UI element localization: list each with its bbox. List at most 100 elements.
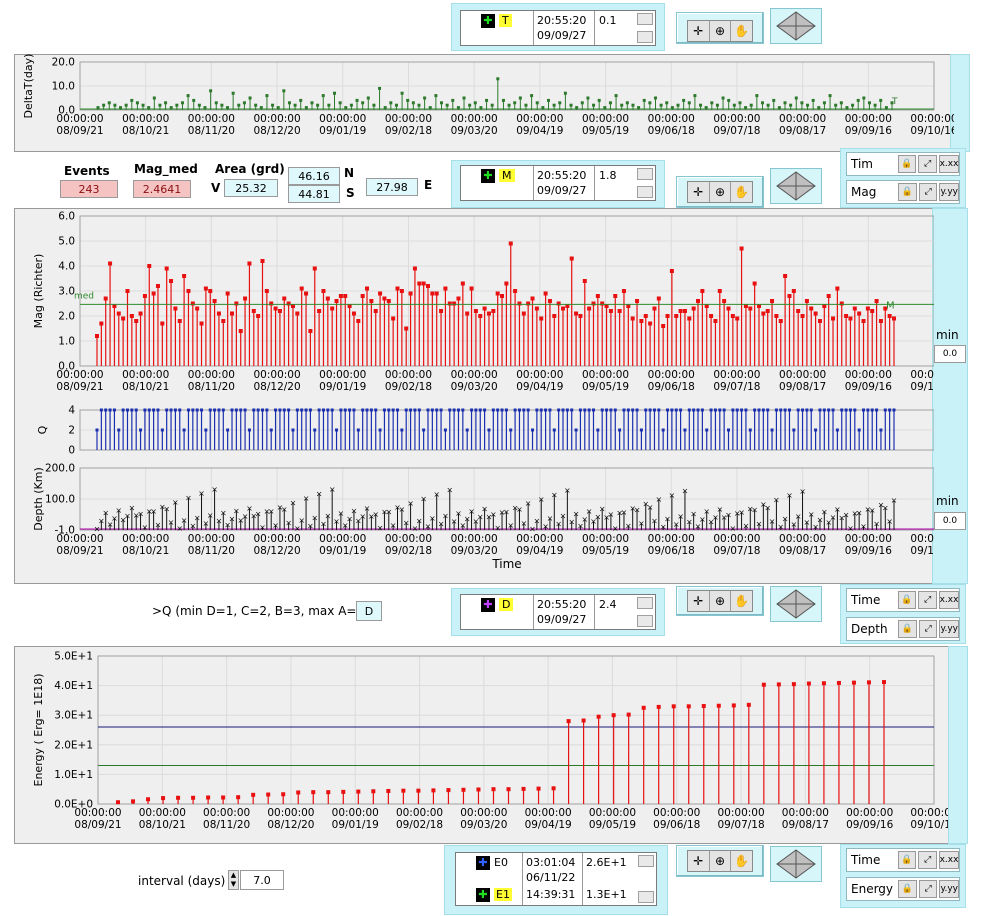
- data-point: [281, 792, 286, 797]
- cursor-date: 09/09/27: [537, 29, 587, 42]
- autoscale-icon[interactable]: ⤢: [918, 155, 938, 173]
- data-point: [840, 408, 844, 412]
- crosshair-icon[interactable]: ✛: [688, 591, 710, 611]
- data-point: [613, 408, 617, 412]
- cursor-color-swatch[interactable]: ✚: [481, 598, 495, 612]
- pan-hand-icon[interactable]: ✋: [734, 185, 750, 199]
- lock-icon[interactable]: 🔒: [897, 591, 917, 609]
- cursor-color-swatch[interactable]: ✚: [476, 856, 490, 870]
- scroll-up-button[interactable]: [637, 168, 653, 180]
- zoom-icon[interactable]: ⊕: [710, 591, 732, 611]
- autoscale-icon[interactable]: ⤢: [918, 620, 938, 638]
- cursor-legend-depth[interactable]: ✚ D 20:55:20 09/09/27 2.4: [460, 594, 656, 630]
- cursor-mover-depth[interactable]: [770, 586, 822, 622]
- x-tick-time: 00:00:00: [385, 369, 432, 381]
- cursor-mover-mag[interactable]: [770, 168, 822, 204]
- min-input-mag[interactable]: 0.0: [934, 345, 966, 363]
- cursor-move-diamond-icon[interactable]: [771, 9, 821, 43]
- autoscale-icon[interactable]: ⤢: [918, 183, 938, 201]
- crosshair-icon[interactable]: ✛: [688, 182, 710, 202]
- scroll-down-button[interactable]: [638, 891, 654, 903]
- zoom-icon[interactable]: ⊕: [710, 851, 732, 871]
- format-icon[interactable]: y.yy: [939, 620, 960, 638]
- data-point: [844, 314, 849, 318]
- autoscale-icon[interactable]: ⤢: [918, 880, 938, 898]
- x-tick-time: 00:00:00: [648, 533, 695, 545]
- cursor-color-swatch[interactable]: ✚: [481, 169, 495, 183]
- scroll-down-button[interactable]: [637, 31, 653, 43]
- cursor-color-swatch[interactable]: ✚: [481, 14, 495, 28]
- pan-hand-icon[interactable]: ✋: [734, 594, 750, 608]
- data-point: [417, 408, 421, 412]
- scroll-up-button[interactable]: [637, 13, 653, 25]
- cursor-move-diamond-icon[interactable]: [771, 847, 821, 881]
- x-tick-time: 00:00:00: [648, 113, 695, 125]
- data-point: [500, 408, 504, 412]
- crosshair-icon[interactable]: ✛: [688, 21, 710, 41]
- data-point: [774, 314, 779, 318]
- data-point: [679, 408, 683, 412]
- scale-row-time[interactable]: Tim 🔒 ⤢ x.xx: [846, 152, 960, 176]
- format-icon[interactable]: x.xx: [939, 155, 960, 173]
- data-point: ×: [834, 505, 841, 514]
- data-point: [230, 408, 234, 412]
- lock-icon[interactable]: 🔒: [897, 880, 917, 898]
- zoom-icon[interactable]: ⊕: [710, 182, 732, 202]
- scale-row-time[interactable]: Time 🔒 ⤢ x.xx: [846, 848, 960, 872]
- format-icon[interactable]: x.xx: [939, 591, 960, 609]
- format-icon[interactable]: x.xx: [939, 851, 960, 869]
- x-tick-label: 09/10/16: [910, 545, 934, 557]
- data-point: [879, 98, 883, 102]
- cursor-legend-top[interactable]: ✚ T 20:55:20 09/09/27 0.1: [460, 10, 656, 46]
- lock-icon[interactable]: 🔒: [897, 155, 917, 173]
- data-point: [648, 321, 653, 326]
- data-point: [713, 319, 718, 323]
- pan-hand-icon[interactable]: ✋: [734, 854, 750, 868]
- min-input-depth[interactable]: 0.0: [934, 512, 966, 530]
- data-point: [186, 94, 190, 98]
- format-icon[interactable]: y.yy: [939, 183, 960, 201]
- x-tick-label: 09/07/18: [713, 381, 760, 393]
- interval-input[interactable]: 7.0: [240, 870, 284, 890]
- scroll-down-button[interactable]: [637, 186, 653, 198]
- data-point: [169, 106, 173, 110]
- data-point: [580, 101, 584, 105]
- autoscale-icon[interactable]: ⤢: [918, 851, 938, 869]
- scale-row-energy[interactable]: Energy 🔒 ⤢ y.yy: [846, 877, 960, 901]
- cursor-legend-energy[interactable]: ✚ E0 03:01:04 06/11/22 2.6E+1 ✚ E1 14:39…: [455, 852, 657, 906]
- data-point: [112, 408, 116, 412]
- scale-row-depth[interactable]: Depth 🔒 ⤢ y.yy: [846, 617, 960, 641]
- cursor-mover-energy[interactable]: [770, 846, 822, 882]
- autoscale-icon[interactable]: ⤢: [918, 591, 938, 609]
- cursor-color-swatch[interactable]: ✚: [476, 888, 490, 902]
- cursor-legend-mag[interactable]: ✚ M 20:55:20 09/09/27 1.8: [460, 165, 656, 201]
- lock-icon[interactable]: 🔒: [897, 620, 917, 638]
- zoom-icon[interactable]: ⊕: [710, 21, 732, 41]
- interval-spinner[interactable]: ▲ ▼: [228, 870, 239, 890]
- scroll-up-button[interactable]: [637, 597, 653, 609]
- cursor-move-diamond-icon[interactable]: [771, 169, 821, 203]
- data-point: [321, 408, 325, 412]
- data-point: [313, 428, 317, 432]
- scroll-down-button[interactable]: [637, 615, 653, 627]
- q-filter-input[interactable]: D: [356, 601, 382, 621]
- data-point: [735, 316, 740, 321]
- lock-icon[interactable]: 🔒: [897, 851, 917, 869]
- data-point: [116, 800, 120, 805]
- data-point: [382, 408, 386, 412]
- lock-icon[interactable]: 🔒: [897, 183, 917, 201]
- scale-row-mag[interactable]: Mag 🔒 ⤢ y.yy: [846, 180, 960, 204]
- format-icon[interactable]: y.yy: [939, 880, 960, 898]
- scale-row-time[interactable]: Time 🔒 ⤢ x.xx: [846, 588, 960, 612]
- data-point: [508, 241, 513, 246]
- data-point: [844, 408, 848, 412]
- data-point: [214, 101, 218, 105]
- cursor-mover-top[interactable]: [770, 8, 822, 44]
- scroll-up-button[interactable]: [638, 855, 654, 867]
- cursor-move-diamond-icon[interactable]: [771, 587, 821, 621]
- data-point: [800, 314, 805, 318]
- crosshair-icon[interactable]: ✛: [688, 851, 710, 871]
- pan-hand-icon[interactable]: ✋: [734, 24, 750, 38]
- data-point: [158, 103, 162, 107]
- data-point: [99, 321, 104, 326]
